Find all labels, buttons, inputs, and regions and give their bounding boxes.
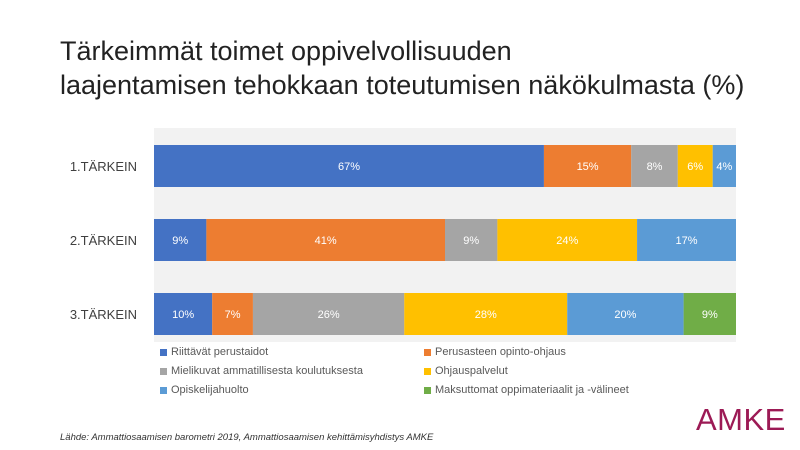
legend-swatch: [424, 367, 431, 375]
bar-segment: [154, 219, 207, 261]
bar-segment: [206, 219, 445, 261]
data-label: 9%: [463, 235, 479, 247]
bar-segment: [154, 145, 544, 187]
amke-logo: AMKE: [696, 402, 786, 437]
bar-segment: [683, 293, 736, 335]
bar-segment: [252, 293, 405, 335]
data-label: 9%: [172, 235, 188, 247]
chart-title: Tärkeimmät toimet oppivelvollisuuden laa…: [60, 34, 744, 102]
bar-segment: [712, 145, 736, 187]
legend-swatch: [160, 386, 167, 394]
chart-title-line-2: laajentamisen tehokkaan toteutumisen näk…: [60, 70, 745, 100]
data-label: 24%: [556, 235, 578, 247]
data-label: 6%: [687, 161, 703, 173]
data-label: 15%: [577, 161, 599, 173]
legend-swatch: [160, 367, 167, 375]
data-label: 10%: [172, 309, 194, 321]
bar-segment: [637, 219, 736, 261]
data-label: 41%: [315, 235, 337, 247]
legend-item: Ohjauspalvelut: [424, 365, 660, 377]
data-label: 28%: [475, 309, 497, 321]
legend-item: Maksuttomat oppimateriaalit ja -välineet: [424, 384, 660, 396]
source-note: Lähde: Ammattiosaamisen barometri 2019, …: [60, 432, 434, 443]
legend-item: Mielikuvat ammatillisesta koulutuksesta: [160, 365, 424, 377]
data-label: 4%: [716, 161, 732, 173]
bar-segment: [212, 293, 253, 335]
category-label: 2.TÄRKEIN: [70, 233, 137, 248]
data-label: 20%: [614, 309, 636, 321]
bar-segment: [567, 293, 684, 335]
legend-item: Opiskelijahuolto: [160, 384, 424, 396]
data-label: 67%: [338, 161, 360, 173]
bar-segment: [631, 145, 678, 187]
legend-label: Maksuttomat oppimateriaalit ja -välineet: [435, 384, 629, 396]
category-label: 1.TÄRKEIN: [70, 159, 137, 174]
data-label: 8%: [647, 161, 663, 173]
legend-label: Ohjauspalvelut: [435, 365, 508, 377]
bar-segment: [543, 145, 632, 187]
bar-segment: [404, 293, 568, 335]
chart-title-line-1: Tärkeimmät toimet oppivelvollisuuden: [60, 36, 512, 66]
data-label: 17%: [676, 235, 698, 247]
legend-swatch: [160, 348, 167, 356]
legend-label: Mielikuvat ammatillisesta koulutuksesta: [171, 365, 363, 377]
legend-label: Opiskelijahuolto: [171, 384, 249, 396]
chart-legend: Riittävät perustaidot Perusasteen opinto-…: [160, 346, 660, 396]
bar-segment: [445, 219, 498, 261]
bar-segment: [497, 219, 638, 261]
legend-label: Perusasteen opinto-ohjaus: [435, 346, 566, 358]
data-label: 9%: [702, 309, 718, 321]
bar-segment: [154, 293, 213, 335]
legend-swatch: [424, 348, 431, 356]
category-label: 3.TÄRKEIN: [70, 307, 137, 322]
legend-label: Riittävät perustaidot: [171, 346, 269, 358]
data-label: 7%: [225, 309, 241, 321]
data-label: 26%: [318, 309, 340, 321]
legend-item: Riittävät perustaidot: [160, 346, 424, 358]
legend-swatch: [424, 386, 431, 394]
legend-item: Perusasteen opinto-ohjaus: [424, 346, 660, 358]
bar-segment: [677, 145, 713, 187]
